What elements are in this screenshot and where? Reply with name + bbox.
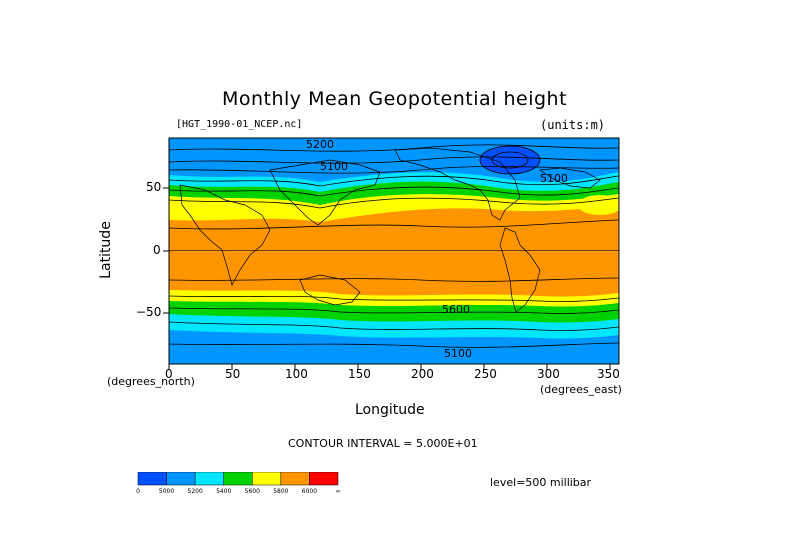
file-label: [HGT_1990-01_NCEP.nc]: [176, 119, 303, 130]
legend-label: ∞: [335, 488, 341, 495]
x-tick-label: 350: [597, 367, 620, 381]
legend-swatch: [166, 472, 196, 486]
high-5800-north-east: [578, 195, 619, 215]
contour-label-group: 5200 5100 5100 5600 5100: [306, 138, 568, 360]
x-tick-label: 250: [474, 367, 497, 381]
color-legend: [137, 472, 339, 486]
x-tick-label: 0: [165, 367, 173, 381]
legend-swatch: [194, 472, 224, 486]
y-axis-label: Latitude: [98, 221, 114, 279]
contour-label: 5100: [540, 172, 568, 185]
x-tick-label: 150: [348, 367, 371, 381]
plot-title: Monthly Mean Geopotential height: [221, 88, 568, 110]
contour-lines: [169, 144, 619, 348]
band-5000-south: [169, 330, 619, 364]
legend-label: 5000: [158, 488, 175, 495]
legend-swatch: [137, 472, 167, 486]
y-axis-unit: (degrees_north): [107, 375, 195, 388]
y-tick-label: 50: [146, 180, 162, 194]
contour-label: 5200: [306, 138, 334, 151]
legend-label: 6000: [301, 488, 318, 495]
contour-label: 5100: [320, 160, 348, 173]
x-tick-label: 100: [285, 367, 308, 381]
y-tick-label: −50: [136, 305, 162, 319]
x-tick-label: 50: [225, 367, 241, 381]
x-tick-label: 200: [411, 367, 434, 381]
legend-label: 0: [136, 488, 140, 495]
legend-swatch: [252, 472, 282, 486]
x-axis-label: Longitude: [355, 402, 425, 418]
x-tick-label: 300: [537, 367, 560, 381]
legend-swatch: [280, 472, 310, 486]
legend-label: 5800: [273, 488, 289, 495]
legend-label: 5600: [244, 488, 260, 495]
legend-label: 5200: [187, 488, 203, 495]
coastlines: [179, 147, 601, 313]
tick-marks: [163, 187, 611, 370]
legend-label: 5400: [216, 488, 232, 495]
legend-swatch: [309, 472, 339, 486]
x-axis-unit: (degrees_east): [540, 383, 622, 396]
level-label: level=500 millibar: [490, 476, 592, 489]
legend-swatch: [223, 472, 253, 486]
contour-label: 5600: [442, 303, 470, 316]
units-label: (units:m): [540, 118, 606, 132]
geopotential-field: [169, 138, 619, 364]
contour-label: 5100: [444, 347, 472, 360]
contour-interval: CONTOUR INTERVAL = 5.000E+01: [288, 437, 478, 450]
y-tick-label: 0: [153, 243, 161, 257]
